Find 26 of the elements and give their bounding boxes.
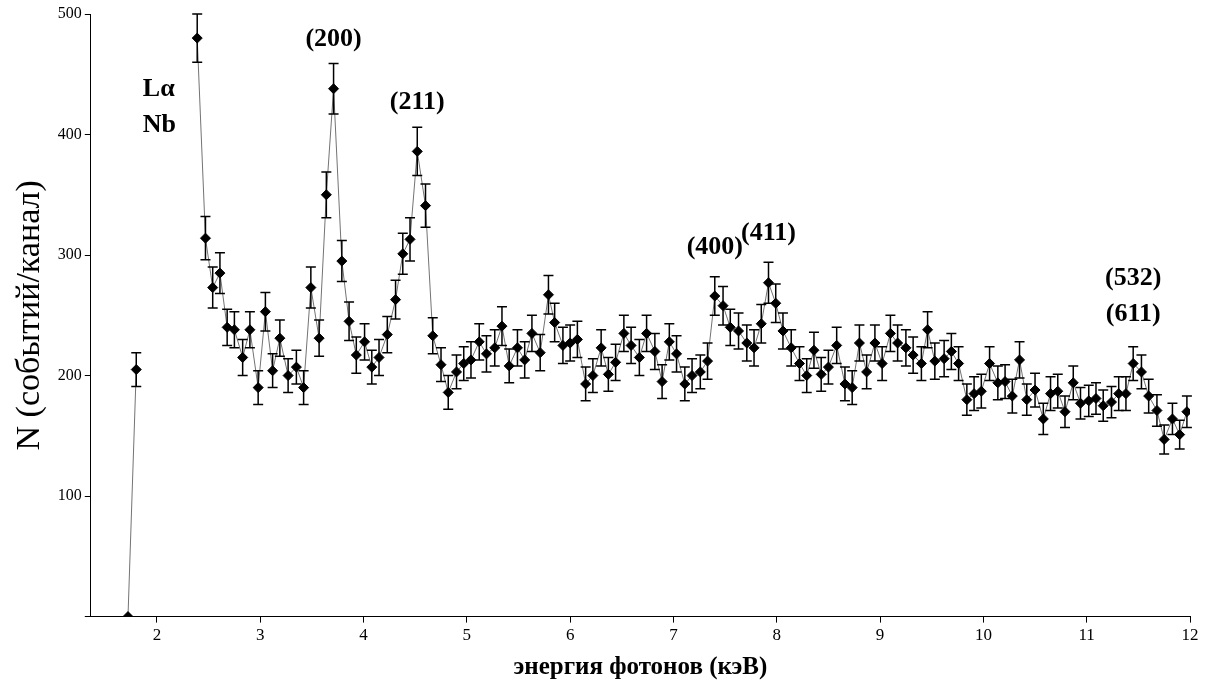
annotation: (411) [741,217,796,247]
x-tick-label: 2 [152,625,162,645]
y-tick-label: 400 [57,124,82,142]
x-tick-label: 6 [565,625,575,645]
y-tick-label: 200 [57,365,82,383]
y-axis-title: N (событий/канал) [9,180,48,451]
y-tick-label: 300 [57,245,82,263]
x-tick-label: 3 [255,625,265,645]
x-tick-label: 9 [875,625,885,645]
x-tick-label: 7 [669,625,679,645]
annotation: (200) [305,23,362,53]
x-tick-label: 10 [974,625,992,645]
x-tick-label: 5 [462,625,472,645]
annotation: (400) [686,230,743,260]
x-tick-label: 4 [359,625,369,645]
annotation: (611) [1105,298,1161,328]
x-tick-label: 11 [1078,625,1095,645]
annotation: (532) [1105,262,1162,292]
y-tick-label: 100 [57,486,82,504]
annotation: (211) [389,86,445,116]
x-tick-label: 12 [1181,625,1199,645]
annotation: Lα [142,73,176,102]
x-tick-label: 8 [772,625,782,645]
annotation: Nb [142,109,177,138]
y-tick-label: 500 [57,4,82,22]
x-axis-title: энергия фотонов (кэВ) [513,652,768,681]
